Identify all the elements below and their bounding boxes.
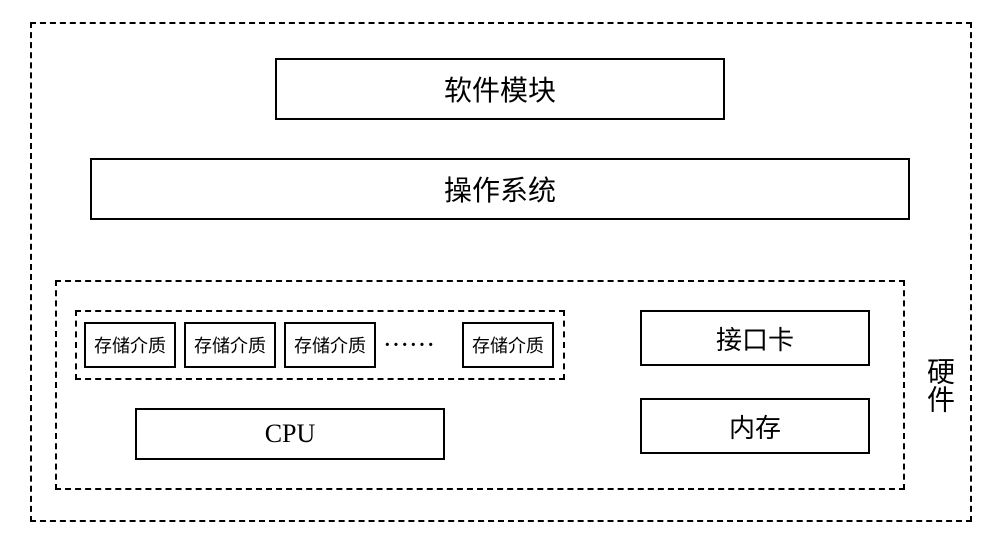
software-module-label: 软件模块 bbox=[444, 69, 556, 109]
storage-item-4: 存储介质 bbox=[462, 322, 554, 368]
software-module-box: 软件模块 bbox=[275, 58, 725, 120]
storage-item-2: 存储介质 bbox=[184, 322, 276, 368]
storage-label: 存储介质 bbox=[94, 332, 166, 358]
storage-item-1: 存储介质 bbox=[84, 322, 176, 368]
cpu-label: CPU bbox=[265, 419, 316, 449]
hardware-label: 硬件 bbox=[918, 330, 958, 440]
memory-label: 内存 bbox=[729, 408, 781, 445]
cpu-box: CPU bbox=[135, 408, 445, 460]
operating-system-box: 操作系统 bbox=[90, 158, 910, 220]
memory-box: 内存 bbox=[640, 398, 870, 454]
storage-dots: ······ bbox=[384, 334, 436, 357]
interface-card-box: 接口卡 bbox=[640, 310, 870, 366]
operating-system-label: 操作系统 bbox=[444, 169, 556, 209]
interface-card-label: 接口卡 bbox=[716, 320, 794, 357]
storage-label: 存储介质 bbox=[294, 332, 366, 358]
storage-label: 存储介质 bbox=[194, 332, 266, 358]
storage-label: 存储介质 bbox=[472, 332, 544, 358]
storage-item-3: 存储介质 bbox=[284, 322, 376, 368]
